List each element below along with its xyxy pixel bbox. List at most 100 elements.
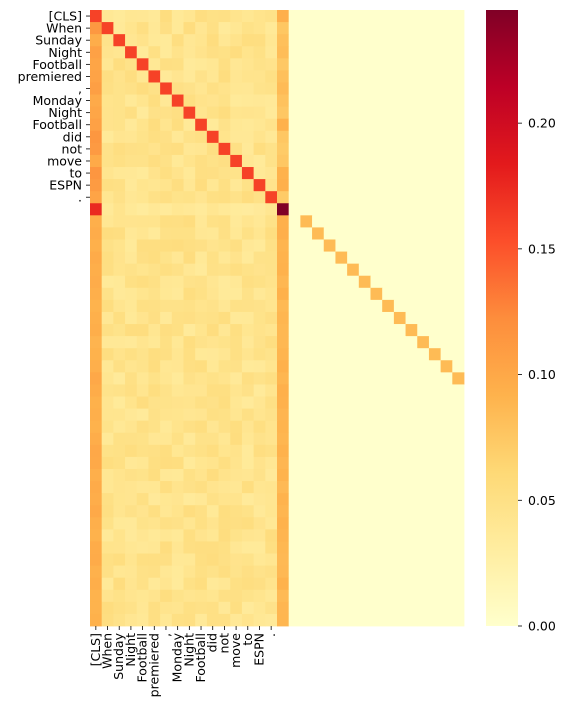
heatmap-cell: [171, 118, 184, 132]
heatmap-cell: [113, 408, 126, 422]
heatmap-cell: [428, 82, 442, 95]
heatmap-cell: [125, 517, 138, 530]
heatmap-cell: [171, 505, 184, 518]
heatmap-cell: [370, 227, 383, 240]
heatmap-cell: [148, 408, 161, 422]
heatmap-cell: [195, 82, 208, 95]
heatmap-cell: [277, 408, 290, 422]
column-tick-label: Night: [181, 633, 196, 667]
heatmap-cell: [125, 34, 138, 47]
heatmap-cell: [253, 203, 266, 216]
heatmap-cell: [101, 408, 114, 422]
heatmap-cell: [230, 70, 243, 83]
heatmap-cell: [125, 70, 138, 83]
heatmap-cell: [347, 372, 360, 385]
heatmap-cell: [428, 348, 442, 361]
heatmap-cell: [125, 481, 138, 494]
heatmap-cell: [113, 106, 126, 120]
heatmap-cell: [125, 263, 138, 277]
heatmap-cell: [428, 118, 442, 132]
row-tick-label: Football: [33, 57, 82, 72]
heatmap-cell: [206, 613, 219, 627]
heatmap-cell: [288, 179, 301, 192]
heatmap-cell: [160, 456, 173, 470]
heatmap-cell: [160, 263, 173, 277]
heatmap-cell: [265, 456, 278, 470]
heatmap-cell: [358, 154, 371, 168]
heatmap-cell: [125, 493, 138, 506]
heatmap-cell: [335, 311, 348, 325]
heatmap-cell: [136, 456, 149, 470]
heatmap-cell: [183, 130, 196, 144]
heatmap-cell: [195, 541, 208, 554]
heatmap-cell: [323, 10, 336, 23]
heatmap-cell: [382, 299, 395, 313]
heatmap-cell: [241, 34, 255, 47]
heatmap-cell: [171, 541, 184, 554]
heatmap-cell: [335, 191, 348, 204]
heatmap-cell: [206, 529, 219, 542]
heatmap-cell: [405, 203, 418, 216]
heatmap-cell: [218, 227, 231, 240]
heatmap-cell: [125, 468, 138, 482]
heatmap-cell: [405, 10, 418, 23]
heatmap-cell: [428, 287, 442, 301]
heatmap-cell: [136, 263, 149, 277]
heatmap-cell: [230, 106, 243, 120]
heatmap-cell: [335, 22, 348, 35]
heatmap-cell: [160, 517, 173, 530]
heatmap-cell: [347, 311, 360, 325]
heatmap-cell: [382, 517, 395, 530]
heatmap-cell: [323, 541, 336, 554]
heatmap-cell: [312, 82, 325, 95]
heatmap-cell: [265, 251, 278, 265]
heatmap-cell: [148, 324, 161, 337]
heatmap-cell: [347, 10, 360, 23]
heatmap-cell: [230, 420, 243, 434]
heatmap-cell: [148, 311, 161, 325]
heatmap-cell: [405, 154, 418, 168]
heatmap-cell: [90, 263, 103, 277]
heatmap-cell: [393, 299, 406, 313]
heatmap-cell: [440, 203, 453, 216]
heatmap-cell: [452, 130, 465, 144]
heatmap-cell: [347, 396, 360, 409]
heatmap-cell: [218, 191, 231, 204]
heatmap-cell: [323, 70, 336, 83]
row-tick-label: premiered: [18, 69, 82, 84]
heatmap-cell: [300, 10, 313, 23]
heatmap-cell: [382, 481, 395, 494]
heatmap-cell: [277, 553, 290, 567]
heatmap-cell: [218, 287, 231, 301]
heatmap-cell: [452, 360, 465, 373]
heatmap-cell: [393, 82, 406, 95]
heatmap-cell: [148, 179, 161, 192]
heatmap-cell: [347, 577, 360, 591]
heatmap-cell: [300, 336, 313, 349]
heatmap-cell: [323, 444, 336, 458]
heatmap-cell: [382, 10, 395, 23]
heatmap-cell: [382, 444, 395, 458]
heatmap-cell: [148, 94, 161, 108]
heatmap-cell: [125, 167, 138, 180]
heatmap-cell: [101, 432, 114, 446]
heatmap-cell: [206, 505, 219, 518]
heatmap-cell: [136, 70, 149, 83]
heatmap-cell: [265, 432, 278, 446]
heatmap-cell: [206, 142, 219, 156]
heatmap-cell: [428, 263, 442, 277]
heatmap-cell: [206, 601, 219, 615]
heatmap-cell: [277, 106, 290, 120]
heatmap-cell: [148, 106, 161, 120]
heatmap-cell: [206, 179, 219, 192]
heatmap-cell: [218, 589, 231, 603]
heatmap-cell: [136, 239, 149, 252]
heatmap-cell: [452, 34, 465, 47]
heatmap-cell: [253, 106, 266, 120]
heatmap-cell: [195, 299, 208, 313]
heatmap-cell: [160, 432, 173, 446]
heatmap-cell: [335, 613, 348, 627]
heatmap-cell: [347, 82, 360, 95]
heatmap-cell: [370, 22, 383, 35]
heatmap-cell: [440, 239, 453, 252]
